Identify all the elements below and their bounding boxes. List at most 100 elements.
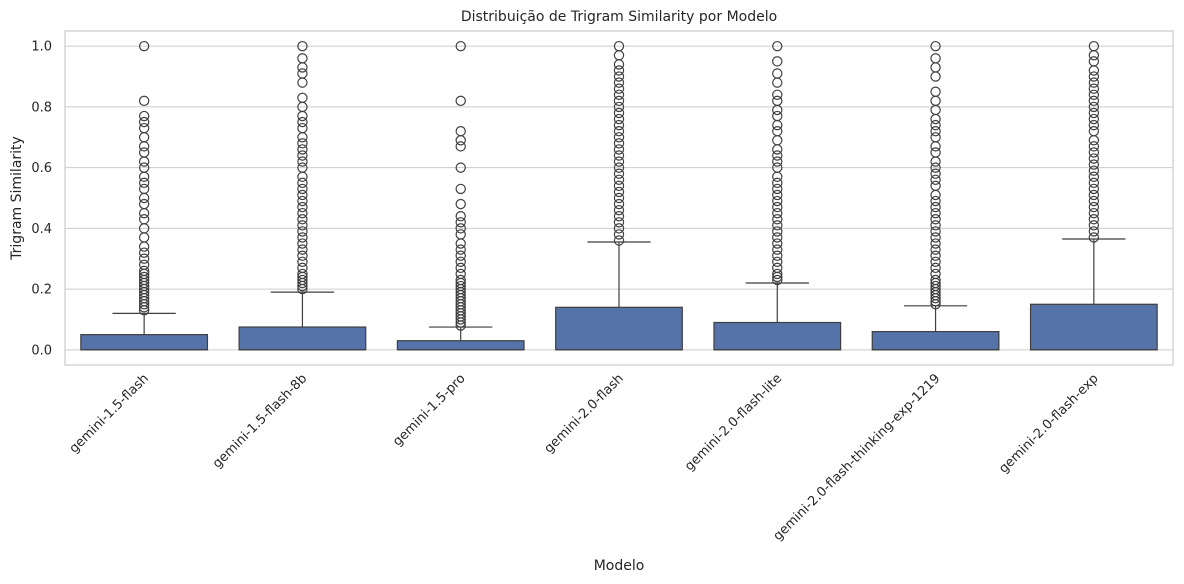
outlier-point <box>138 271 150 283</box>
outlier-point <box>772 226 783 237</box>
outlier-point <box>613 138 625 149</box>
box-group-gemini-2.0-flash-exp <box>1029 40 1158 351</box>
outlier-point <box>297 201 308 213</box>
outlier-point <box>138 192 150 204</box>
outlier-point <box>772 119 783 131</box>
outlier-point <box>772 244 783 255</box>
outlier-point <box>930 141 941 152</box>
outlier-point <box>455 217 466 228</box>
outlier-point <box>297 189 308 201</box>
outlier-point <box>613 162 625 173</box>
outlier-point <box>1088 159 1100 170</box>
outlier-point <box>297 220 308 231</box>
outlier-point <box>613 65 625 76</box>
outlier-point <box>772 238 783 249</box>
y-tick-label: 0.2 <box>31 283 52 298</box>
outlier-point <box>297 116 308 128</box>
outlier-point <box>1088 83 1100 94</box>
box <box>396 340 525 351</box>
x-tick-label: gemini-2.0-flash-exp <box>996 371 1101 476</box>
outlier-point <box>930 262 941 274</box>
outlier-point <box>297 138 308 149</box>
outlier-point <box>930 220 941 231</box>
outlier-point <box>772 156 783 167</box>
outlier-point <box>138 241 150 252</box>
outlier-point <box>138 40 150 52</box>
outlier-point <box>455 162 466 173</box>
y-tick-label: 0.4 <box>31 222 52 237</box>
plot-frame <box>64 30 1174 366</box>
outlier-point <box>455 141 466 152</box>
outlier-point <box>772 232 783 243</box>
outlier-point <box>455 223 466 234</box>
outlier-point <box>930 147 941 158</box>
outlier-point <box>455 262 466 274</box>
boxes <box>80 40 1158 351</box>
outlier-point <box>930 244 941 255</box>
outlier-point <box>772 144 783 155</box>
outlier-point <box>297 150 308 161</box>
outlier-point <box>772 189 783 201</box>
outlier-point <box>1088 201 1100 213</box>
box <box>80 334 209 351</box>
outlier-point <box>297 62 308 73</box>
outlier-point <box>613 223 625 234</box>
outlier-point <box>297 262 308 274</box>
box-group-gemini-1.5-flash <box>80 40 209 351</box>
box-group-gemini-2.0-flash <box>555 40 683 351</box>
outlier-point <box>1088 153 1100 164</box>
outlier-point <box>455 274 466 286</box>
outlier-point <box>772 201 783 213</box>
x-tick-label: gemini-1.5-flash <box>67 371 152 456</box>
outlier-point <box>455 183 466 195</box>
outlier-point <box>613 119 625 131</box>
outlier-point <box>1088 56 1100 67</box>
outlier-point <box>930 268 941 280</box>
outlier-point <box>138 207 150 219</box>
outlier-point <box>297 232 308 243</box>
outlier-point <box>772 268 783 280</box>
outlier-point <box>455 211 466 222</box>
outlier-point <box>613 71 625 82</box>
outlier-point <box>138 156 150 167</box>
x-tick-label: gemini-2.0-flash-lite <box>682 371 785 474</box>
outlier-point <box>930 86 941 97</box>
outlier-point <box>1088 183 1100 195</box>
y-tick-label: 0.6 <box>31 161 52 176</box>
outlier-point <box>297 132 308 143</box>
outlier-point <box>138 116 150 128</box>
outlier-point <box>1088 89 1100 100</box>
outlier-point <box>930 71 941 82</box>
outlier-point <box>772 77 783 88</box>
outlier-point <box>613 150 625 161</box>
outlier-point <box>930 189 941 201</box>
outlier-point <box>772 256 783 267</box>
outlier-point <box>455 256 466 267</box>
outlier-point <box>930 53 941 64</box>
outlier-point <box>297 162 308 173</box>
outlier-point <box>613 95 625 107</box>
outlier-point <box>138 183 150 195</box>
outlier-point <box>297 156 308 167</box>
x-axis-label: Modelo <box>594 558 645 574</box>
outlier-point <box>772 183 783 195</box>
outlier-point <box>930 250 941 261</box>
outlier-point <box>138 122 150 134</box>
outlier-point <box>138 95 150 107</box>
outlier-point <box>613 83 625 94</box>
outlier-point <box>1088 107 1100 119</box>
y-tick-label: 0.8 <box>31 100 52 115</box>
outlier-point <box>297 40 308 52</box>
outlier-point <box>772 195 783 207</box>
outlier-point <box>1088 141 1100 152</box>
outlier-point <box>930 238 941 249</box>
x-axis-ticks: gemini-1.5-flash gemini-1.5-flash-8b gemin… <box>67 371 1102 544</box>
outlier-point <box>1088 71 1100 82</box>
outlier-point <box>1088 195 1100 207</box>
outlier-point <box>138 232 150 243</box>
outlier-point <box>930 232 941 243</box>
outlier-point <box>1088 95 1100 107</box>
box <box>871 331 1000 351</box>
outlier-point <box>1088 113 1100 125</box>
